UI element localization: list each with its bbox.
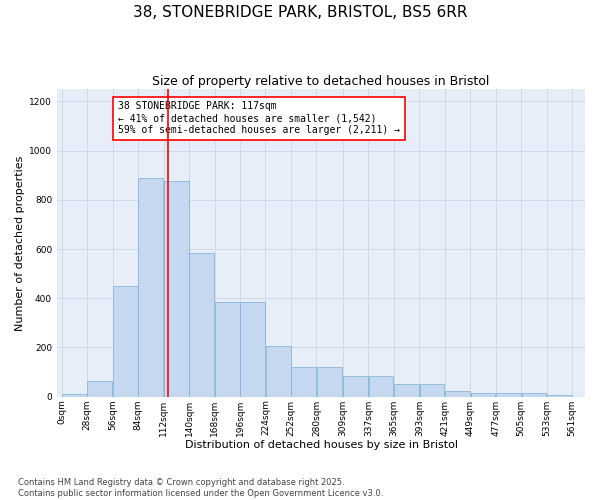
Text: 38 STONEBRIDGE PARK: 117sqm
← 41% of detached houses are smaller (1,542)
59% of : 38 STONEBRIDGE PARK: 117sqm ← 41% of det… xyxy=(118,102,400,134)
Bar xyxy=(241,302,265,396)
Bar xyxy=(445,390,470,396)
Bar xyxy=(317,367,343,396)
Bar xyxy=(292,367,316,396)
Bar xyxy=(470,393,496,396)
X-axis label: Distribution of detached houses by size in Bristol: Distribution of detached houses by size … xyxy=(185,440,458,450)
Bar xyxy=(369,376,394,396)
Title: Size of property relative to detached houses in Bristol: Size of property relative to detached ho… xyxy=(152,75,490,88)
Bar xyxy=(496,393,521,396)
Bar xyxy=(343,376,368,396)
Bar xyxy=(113,286,137,397)
Bar xyxy=(394,384,419,396)
Bar xyxy=(164,182,188,396)
Text: Contains HM Land Registry data © Crown copyright and database right 2025.
Contai: Contains HM Land Registry data © Crown c… xyxy=(18,478,383,498)
Bar xyxy=(139,178,163,396)
Y-axis label: Number of detached properties: Number of detached properties xyxy=(15,155,25,330)
Bar xyxy=(215,302,239,396)
Text: 38, STONEBRIDGE PARK, BRISTOL, BS5 6RR: 38, STONEBRIDGE PARK, BRISTOL, BS5 6RR xyxy=(133,5,467,20)
Bar xyxy=(88,380,112,396)
Bar xyxy=(521,393,547,396)
Bar xyxy=(190,253,214,396)
Bar xyxy=(266,346,290,397)
Bar xyxy=(62,394,87,396)
Bar xyxy=(419,384,445,396)
